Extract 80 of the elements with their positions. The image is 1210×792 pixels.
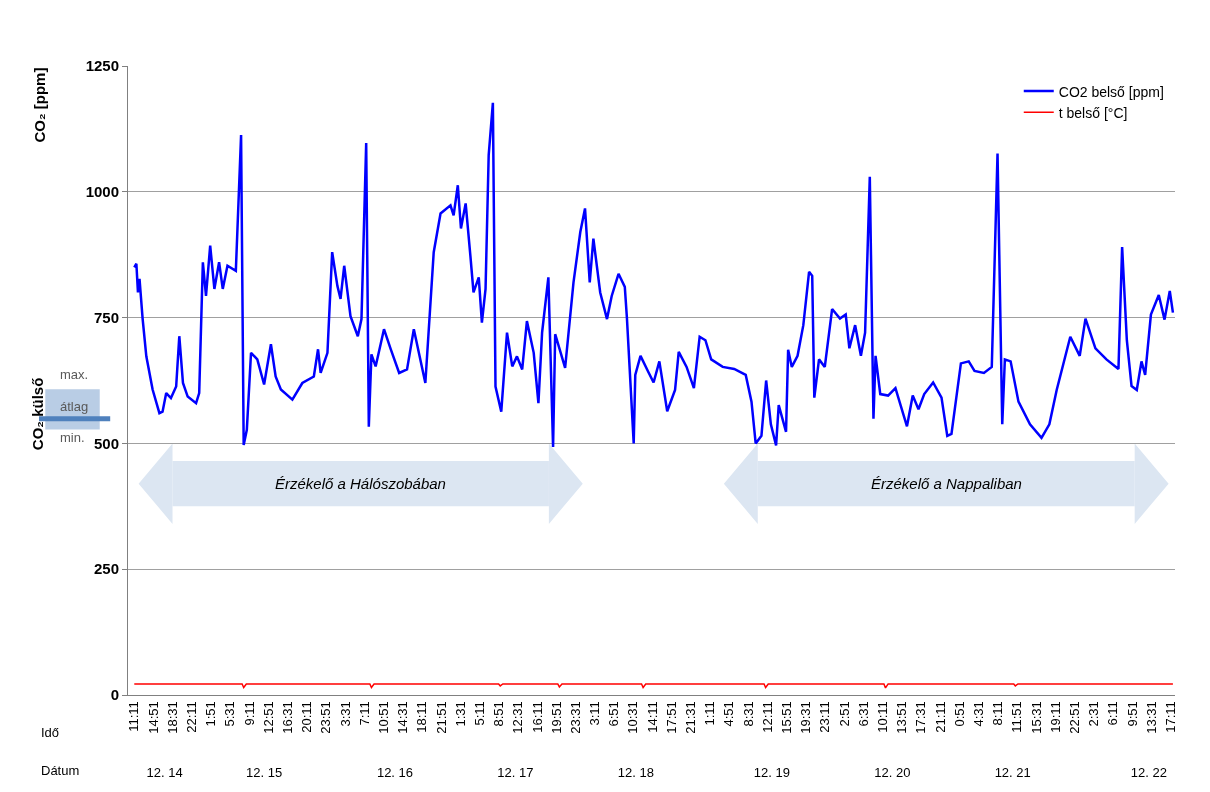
text: min. — [60, 430, 85, 445]
x2-tick-label: 12. 15 — [246, 765, 283, 780]
x-tick-label: 23:51 — [318, 701, 334, 734]
x-tick-label: 21:11 — [932, 701, 948, 733]
x-axis-title: Idő — [41, 725, 60, 740]
y-tick-label: 250 — [93, 560, 119, 578]
y-axis-title: CO₂ [ppm] — [30, 67, 48, 143]
x-tick-label: 11:11 — [126, 701, 142, 732]
x-tick-label: 18:11 — [414, 701, 430, 733]
x2-axis-title: Dátum — [41, 763, 80, 778]
x-tick-label: 4:31 — [970, 701, 986, 727]
x-tick-label: 10:51 — [375, 701, 391, 734]
x-tick-label: 9:51 — [1124, 701, 1140, 727]
band-label: Érzékelő a Nappaliban — [871, 475, 1022, 492]
x-tick-label: 23:31 — [567, 701, 583, 734]
x-tick-label: 1:31 — [452, 701, 468, 727]
text: max. — [60, 367, 89, 382]
x-tick-label: 16:11 — [529, 701, 545, 733]
x-tick-label: 15:51 — [779, 701, 795, 734]
x-tick-label: 12:11 — [759, 701, 775, 733]
x-tick-label: 21:31 — [683, 701, 699, 734]
x-tick-label: 12:31 — [510, 701, 526, 734]
x-tick-label: 16:31 — [279, 701, 295, 734]
x-tick-label: 21:51 — [433, 701, 449, 734]
x-tick-label: 6:11 — [1105, 701, 1121, 726]
x-tick-label: 13:31 — [1143, 701, 1159, 734]
x-tick-label: 5:31 — [222, 701, 238, 727]
x-tick-label: 12:51 — [260, 701, 276, 734]
text: CO₂ külső — [28, 377, 46, 451]
x-tick-label: 20:11 — [299, 701, 315, 733]
legend-label: CO2 belső [ppm] — [1058, 83, 1164, 100]
x-tick-label: 17:51 — [663, 701, 679, 734]
x-tick-label: 10:11 — [875, 701, 891, 733]
y-tick-label: 750 — [93, 308, 119, 326]
x-tick-label: 15:31 — [1028, 701, 1044, 734]
x-tick-label: 22:51 — [1066, 701, 1082, 734]
x2-tick-label: 12. 16 — [376, 765, 414, 780]
x-tick-label: 1:11 — [702, 701, 718, 726]
x-tick-label: 6:51 — [606, 701, 622, 727]
x-tick-label: 4:51 — [721, 701, 737, 727]
x-tick-label: 10:31 — [625, 701, 641, 734]
x-tick-label: 7:11 — [356, 701, 372, 726]
x2-tick-label: 12. 18 — [617, 765, 654, 780]
y-tick-label: 1000 — [85, 183, 119, 201]
x-tick-label: 17:31 — [913, 701, 929, 734]
x-tick-label: 18:31 — [164, 701, 180, 734]
y-tick-label: 0 — [110, 686, 119, 704]
x-tick-label: 22:11 — [184, 701, 200, 733]
x-tick-label: 1:51 — [203, 701, 219, 727]
x2-tick-label: 12. 20 — [874, 765, 911, 780]
x2-tick-label: 12. 19 — [753, 765, 790, 780]
x-tick-label: 13:51 — [894, 701, 910, 734]
x-tick-label: 8:51 — [491, 701, 507, 727]
x-tick-label: 14:51 — [145, 701, 161, 734]
y-tick-label: 1250 — [85, 57, 119, 75]
x-tick-label: 0:51 — [951, 701, 967, 727]
x-tick-label: 14:31 — [395, 701, 411, 734]
x-tick-label: 14:11 — [644, 701, 660, 733]
x2-tick-label: 12. 22 — [1130, 765, 1167, 780]
x-tick-label: 2:31 — [1086, 701, 1102, 727]
band-label: Érzékelő a Hálószobában — [275, 475, 446, 492]
x-tick-label: 23:11 — [817, 701, 833, 733]
x-tick-label: 9:11 — [241, 701, 257, 726]
x-tick-label: 6:31 — [855, 701, 871, 727]
x-tick-label: 17:11 — [1162, 701, 1178, 733]
x-tick-label: 3:31 — [337, 701, 353, 727]
x-tick-label: 8:31 — [740, 701, 756, 727]
x2-tick-label: 12. 14 — [146, 765, 183, 780]
x-tick-label: 5:11 — [471, 701, 487, 726]
x-tick-label: 19:11 — [1047, 701, 1063, 733]
x2-tick-label: 12. 17 — [497, 765, 534, 780]
x-tick-label: 11:51 — [1009, 701, 1025, 733]
y-tick-label: 500 — [93, 434, 119, 452]
x-tick-label: 8:11 — [990, 701, 1006, 726]
x2-tick-label: 12. 21 — [994, 765, 1031, 780]
x-tick-label: 2:51 — [836, 701, 852, 727]
x-tick-label: 19:31 — [798, 701, 814, 734]
x-tick-label: 3:11 — [587, 701, 603, 726]
x-tick-label: 19:51 — [548, 701, 564, 734]
legend-label: t belső [°C] — [1058, 104, 1128, 121]
